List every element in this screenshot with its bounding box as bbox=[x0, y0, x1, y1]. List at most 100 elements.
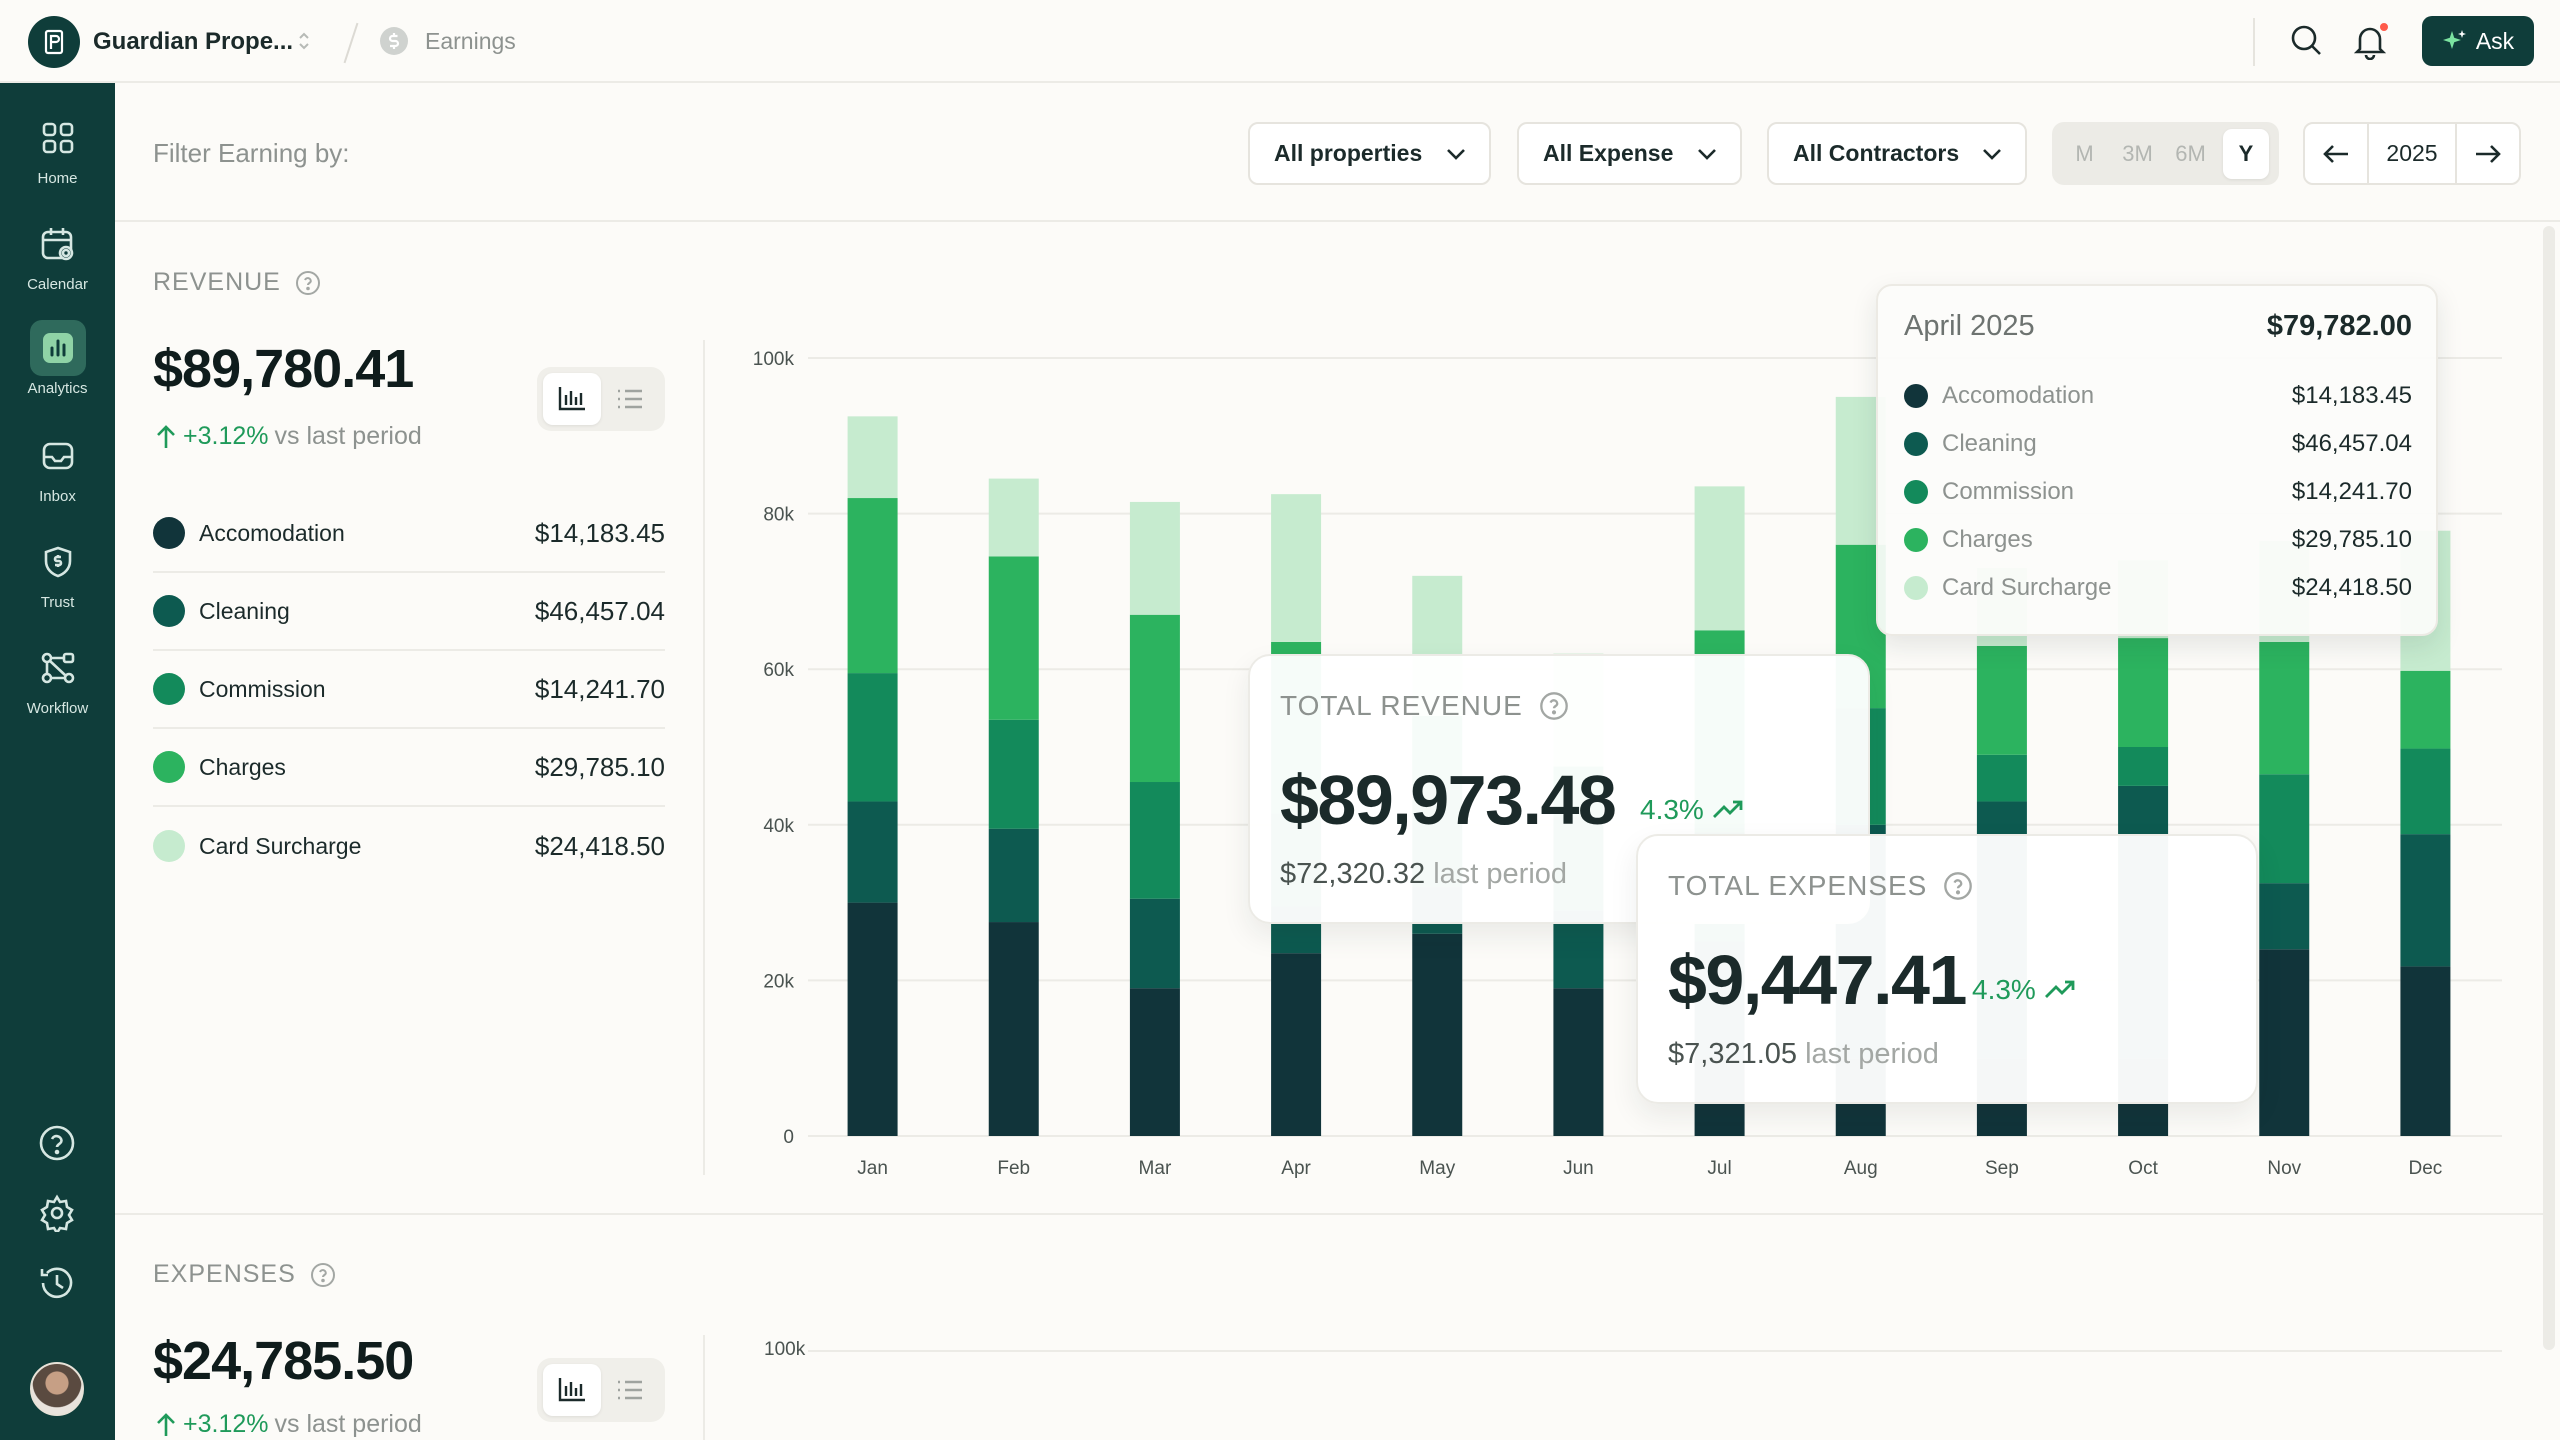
bar-sep-commission[interactable] bbox=[1976, 754, 2027, 802]
sidebar-item-analytics[interactable]: Analytics bbox=[8, 320, 107, 410]
bar-dec-accomodation[interactable] bbox=[2400, 966, 2451, 1136]
bar-mar-cleaning[interactable] bbox=[1129, 898, 1180, 989]
org-logo-icon[interactable] bbox=[28, 16, 80, 68]
ask-button[interactable]: Ask bbox=[2422, 16, 2534, 66]
sidebar: Home Calendar Analytics Inbox Trust Work… bbox=[0, 0, 115, 1440]
search-icon[interactable] bbox=[2288, 22, 2324, 63]
breakdown-name: Commission bbox=[199, 675, 326, 702]
bar-feb-accomodation[interactable] bbox=[988, 922, 1039, 1136]
chevron-down-icon bbox=[1447, 148, 1465, 160]
settings-icon[interactable] bbox=[29, 1185, 85, 1241]
bar-feb-charges[interactable] bbox=[988, 556, 1039, 720]
bar-feb-commission[interactable] bbox=[988, 719, 1039, 829]
bar-feb-cleaning[interactable] bbox=[988, 828, 1039, 923]
card-value: $9,447.41 bbox=[1668, 941, 1967, 1019]
expenses-title: EXPENSES bbox=[153, 1260, 336, 1289]
breakdown-value: $24,418.50 bbox=[534, 830, 665, 861]
sidebar-item-calendar[interactable]: Calendar bbox=[8, 216, 107, 306]
help-circle-icon[interactable] bbox=[295, 270, 321, 296]
tooltip-row-name: Charges bbox=[1942, 526, 2033, 553]
arrow-right-icon[interactable] bbox=[2457, 124, 2519, 183]
notification-badge bbox=[2378, 21, 2390, 33]
bar-jan-charges[interactable] bbox=[847, 498, 898, 674]
x-tick-label: Aug bbox=[1844, 1158, 1878, 1179]
breadcrumb-divider bbox=[343, 22, 359, 64]
bar-apr-accomodation[interactable] bbox=[1271, 953, 1322, 1136]
tooltip-row-name: Accomodation bbox=[1942, 382, 2095, 409]
bar-mar-card-surcharge[interactable] bbox=[1129, 501, 1180, 615]
bar-nov-accomodation[interactable] bbox=[2259, 949, 2310, 1136]
sidebar-item-label: Analytics bbox=[27, 380, 88, 397]
list-view-icon[interactable] bbox=[601, 1364, 659, 1416]
org-name[interactable]: Guardian Prope... bbox=[93, 28, 294, 55]
bar-dec-charges[interactable] bbox=[2400, 670, 2451, 749]
chevron-updown-icon[interactable] bbox=[295, 30, 313, 57]
legend-dot-card-surcharge bbox=[153, 830, 185, 862]
y-tick-label: 0 bbox=[783, 1127, 794, 1148]
contractors-dropdown-label: All Contractors bbox=[1793, 140, 1960, 166]
bar-mar-commission[interactable] bbox=[1129, 782, 1180, 899]
bar-feb-card-surcharge[interactable] bbox=[988, 478, 1039, 557]
tooltip-row-name: Cleaning bbox=[1942, 430, 2037, 457]
x-tick-label: Jul bbox=[1707, 1158, 1731, 1179]
bar-jun-accomodation[interactable] bbox=[1553, 988, 1604, 1136]
revenue-change: +3.12% vs last period bbox=[155, 422, 422, 451]
page-scrollbar[interactable] bbox=[2543, 226, 2555, 1350]
bar-chart-view-icon[interactable] bbox=[543, 373, 601, 425]
bar-sep-charges[interactable] bbox=[1976, 645, 2027, 755]
x-tick-label: Oct bbox=[2128, 1158, 2158, 1179]
bar-mar-accomodation[interactable] bbox=[1129, 988, 1180, 1136]
help-icon[interactable] bbox=[29, 1115, 85, 1171]
bar-jul-card-surcharge[interactable] bbox=[1694, 486, 1745, 631]
help-circle-icon[interactable] bbox=[1943, 871, 1973, 901]
card-change: 4.3% bbox=[1972, 974, 2076, 1006]
bar-dec-commission[interactable] bbox=[2400, 748, 2451, 835]
bar-jan-card-surcharge[interactable] bbox=[847, 416, 898, 499]
bar-nov-commission[interactable] bbox=[2259, 774, 2310, 884]
calendar-icon bbox=[30, 216, 86, 272]
y-tick-label: 20k bbox=[763, 971, 794, 992]
sidebar-item-home[interactable]: Home bbox=[8, 110, 107, 200]
bar-may-accomodation[interactable] bbox=[1412, 933, 1463, 1136]
bar-dec-cleaning[interactable] bbox=[2400, 834, 2451, 967]
bar-nov-charges[interactable] bbox=[2259, 641, 2310, 775]
period-option-y[interactable]: Y bbox=[2223, 128, 2269, 179]
section-divider bbox=[703, 1335, 705, 1440]
home-grid-icon bbox=[30, 110, 86, 166]
x-tick-label: Jan bbox=[857, 1158, 888, 1179]
contractors-dropdown[interactable]: All Contractors bbox=[1767, 122, 2027, 185]
bar-chart-view-icon[interactable] bbox=[543, 1364, 601, 1416]
bar-oct-charges[interactable] bbox=[2118, 638, 2169, 747]
bar-mar-charges[interactable] bbox=[1129, 614, 1180, 783]
sidebar-item-trust[interactable]: Trust bbox=[8, 534, 107, 624]
period-option-m[interactable]: M bbox=[2075, 140, 2094, 166]
tooltip-row-value: $46,457.04 bbox=[2291, 430, 2412, 457]
help-circle-icon[interactable] bbox=[310, 1262, 336, 1288]
sidebar-item-inbox[interactable]: Inbox bbox=[8, 428, 107, 518]
tooltip-dot bbox=[1904, 528, 1928, 552]
arrow-left-icon[interactable] bbox=[2305, 124, 2367, 183]
history-icon[interactable] bbox=[29, 1255, 85, 1311]
card-value: $89,973.48 bbox=[1280, 761, 1617, 839]
list-view-icon[interactable] bbox=[601, 373, 659, 425]
bar-jan-accomodation[interactable] bbox=[847, 902, 898, 1136]
sidebar-item-workflow[interactable]: Workflow bbox=[8, 640, 107, 730]
bar-jan-cleaning[interactable] bbox=[847, 801, 898, 903]
period-option-3m[interactable]: 3M bbox=[2122, 140, 2153, 166]
bar-nov-cleaning[interactable] bbox=[2259, 883, 2310, 950]
period-option-6m[interactable]: 6M bbox=[2175, 140, 2206, 166]
expense-dropdown[interactable]: All Expense bbox=[1517, 122, 1742, 185]
avatar[interactable] bbox=[30, 1362, 84, 1416]
properties-dropdown[interactable]: All properties bbox=[1248, 122, 1491, 185]
bar-apr-card-surcharge[interactable] bbox=[1271, 494, 1322, 642]
breadcrumb-page[interactable]: Earnings bbox=[425, 28, 516, 54]
revenue-total: $89,780.41 bbox=[153, 339, 414, 399]
filter-label: Filter Earning by: bbox=[153, 138, 350, 168]
sidebar-item-label: Inbox bbox=[39, 488, 76, 505]
help-circle-icon[interactable] bbox=[1539, 691, 1569, 721]
sidebar-item-label: Calendar bbox=[27, 276, 88, 293]
notification-bell-icon[interactable] bbox=[2352, 22, 2388, 65]
bar-jan-commission[interactable] bbox=[847, 673, 898, 802]
tooltip-row: Cleaning $46,457.04 bbox=[1904, 430, 2412, 458]
bar-oct-commission[interactable] bbox=[2118, 747, 2169, 786]
